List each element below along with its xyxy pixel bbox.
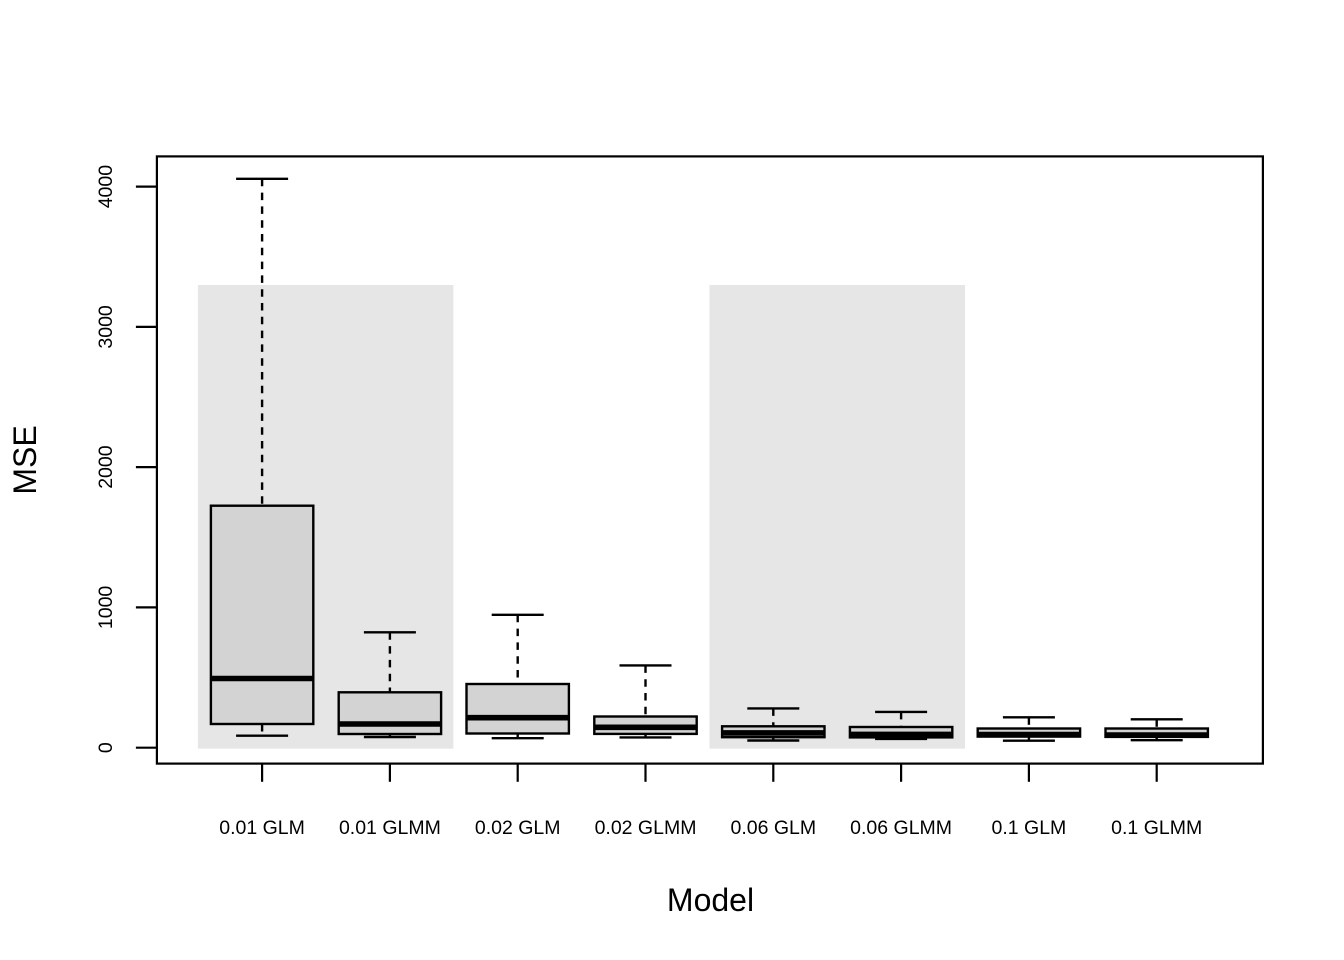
svg-text:0.06 GLM: 0.06 GLM: [730, 817, 816, 839]
svg-text:0.1 GLM: 0.1 GLM: [992, 817, 1067, 839]
svg-text:0.02 GLMM: 0.02 GLMM: [595, 817, 697, 839]
svg-text:Model: Model: [667, 882, 754, 918]
svg-text:0.01 GLMM: 0.01 GLMM: [339, 817, 441, 839]
svg-text:4000: 4000: [95, 165, 117, 209]
svg-text:0.02 GLM: 0.02 GLM: [475, 817, 561, 839]
svg-text:2000: 2000: [95, 445, 117, 489]
svg-text:MSE: MSE: [7, 425, 43, 494]
svg-text:0: 0: [95, 742, 117, 753]
svg-text:0.01 GLM: 0.01 GLM: [219, 817, 305, 839]
svg-text:3000: 3000: [95, 305, 117, 349]
svg-text:1000: 1000: [95, 586, 117, 630]
svg-text:0.06 GLMM: 0.06 GLMM: [850, 817, 952, 839]
svg-text:0.1 GLMM: 0.1 GLMM: [1111, 817, 1202, 839]
